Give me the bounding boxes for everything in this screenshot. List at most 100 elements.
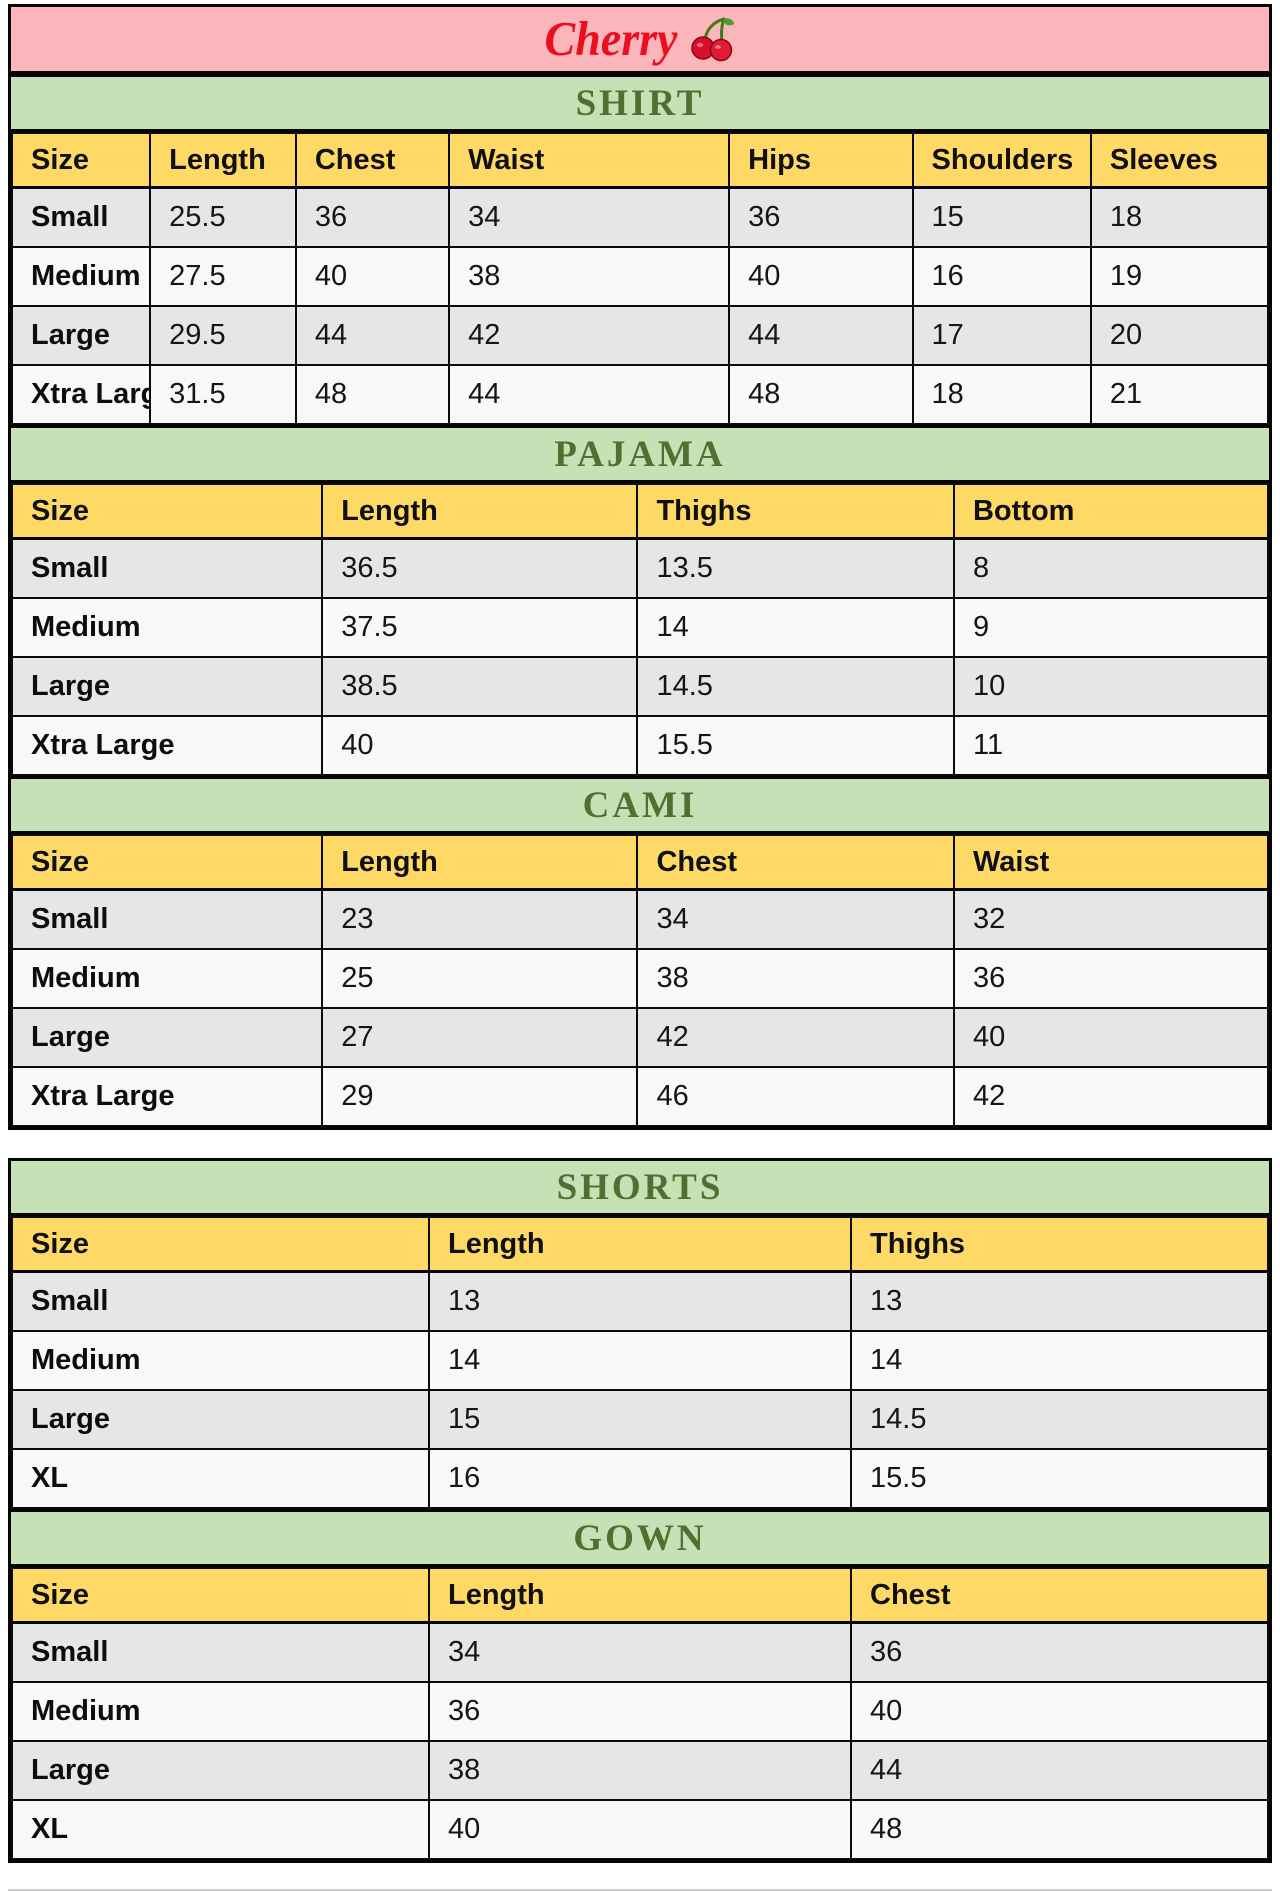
size-table-shirt: Size Length Chest Waist Hips Shoulders Sleeves…	[10, 132, 1270, 425]
value-cell: 44	[448, 364, 731, 425]
header-row: Size Length Chest Waist Hips Shoulders Sleeves	[10, 132, 1270, 189]
size-cell: XL	[11, 1448, 430, 1509]
value-cell: 25	[321, 948, 639, 1009]
column-header: Length	[321, 834, 639, 891]
value-cell: 14	[850, 1330, 1269, 1391]
value-cell: 14.5	[636, 656, 955, 717]
size-cell: Medium	[10, 948, 324, 1009]
value-cell: 27	[321, 1007, 639, 1068]
header-row: Size Length Thighs	[11, 1216, 1269, 1273]
value-cell: 25.5	[149, 186, 297, 248]
value-cell: 16	[911, 246, 1092, 307]
table-row: Medium 25 38 36	[10, 948, 1270, 1009]
column-header: Chest	[294, 132, 451, 189]
value-cell: 48	[728, 364, 914, 425]
size-cell: Large	[11, 1740, 430, 1801]
value-cell: 21	[1089, 364, 1270, 425]
value-cell: 36	[294, 186, 451, 248]
section-title-gown: GOWN	[11, 1512, 1269, 1567]
value-cell: 17	[911, 305, 1092, 366]
section-gown: GOWN Size Length Chest Small 34 36 Medium 36 40 La…	[8, 1509, 1272, 1863]
section-cami: CAMI Size Length Chest Waist Small 23 34 32 Mediu…	[8, 776, 1272, 1130]
size-cell: Small	[11, 1621, 430, 1683]
section-title-pajama: PAJAMA	[11, 428, 1269, 483]
size-cell: Xtra Large	[10, 1066, 324, 1127]
cherry-icon	[691, 17, 735, 62]
section-title-shorts: SHORTS	[11, 1161, 1269, 1216]
column-header: Length	[427, 1567, 853, 1624]
column-header: Chest	[850, 1567, 1269, 1624]
value-cell: 38.5	[321, 656, 639, 717]
column-header: Thighs	[850, 1216, 1269, 1273]
value-cell: 14	[636, 597, 955, 658]
value-cell: 38	[636, 948, 955, 1009]
column-header: Shoulders	[911, 132, 1092, 189]
value-cell: 15.5	[850, 1448, 1269, 1509]
column-header: Size	[11, 1216, 430, 1273]
brand-title: Cherry	[544, 11, 678, 66]
table-row: Small 34 36	[11, 1621, 1269, 1683]
table-row: XL 16 15.5	[11, 1448, 1269, 1509]
size-cell: Medium	[10, 246, 152, 307]
value-cell: 40	[427, 1799, 853, 1860]
value-cell: 13.5	[636, 537, 955, 599]
value-cell: 40	[321, 715, 639, 776]
size-table-gown: Size Length Chest Small 34 36 Medium 36 40 Large 3…	[11, 1567, 1269, 1860]
tables-group-bottom: SHORTS Size Length Thighs Small 13 13 Medium 14 1…	[8, 1158, 1272, 1863]
column-header: Size	[11, 1567, 430, 1624]
value-cell: 18	[1089, 186, 1270, 248]
value-cell: 42	[636, 1007, 955, 1068]
value-cell: 9	[952, 597, 1270, 658]
table-row: Xtra Large 40 15.5 11	[10, 715, 1270, 776]
value-cell: 27.5	[149, 246, 297, 307]
tables-group-top: SHIRT Size Length Chest Waist Hips Shoulders Sl…	[8, 74, 1272, 1130]
size-cell: Medium	[10, 597, 324, 658]
table-row: Xtra Large 29 46 42	[10, 1066, 1270, 1127]
table-row: Small 36.5 13.5 8	[10, 537, 1270, 599]
column-header: Sleeves	[1089, 132, 1270, 189]
size-cell: Medium	[11, 1330, 430, 1391]
section-gap	[8, 1130, 1272, 1158]
value-cell: 40	[728, 246, 914, 307]
column-header: Length	[149, 132, 297, 189]
table-row: Small 13 13	[11, 1270, 1269, 1332]
column-header: Waist	[952, 834, 1270, 891]
size-cell: XL	[11, 1799, 430, 1860]
size-cell: Large	[10, 1007, 324, 1068]
value-cell: 36	[850, 1621, 1269, 1683]
table-row: Large 38 44	[11, 1740, 1269, 1801]
value-cell: 40	[952, 1007, 1270, 1068]
value-cell: 42	[952, 1066, 1270, 1127]
value-cell: 40	[850, 1681, 1269, 1742]
size-cell: Small	[10, 888, 324, 950]
column-header: Size	[10, 834, 324, 891]
value-cell: 44	[728, 305, 914, 366]
column-header: Bottom	[952, 483, 1270, 540]
table-row: Medium 37.5 14 9	[10, 597, 1270, 658]
size-cell: Large	[10, 305, 152, 366]
value-cell: 34	[427, 1621, 853, 1683]
value-cell: 34	[636, 888, 955, 950]
table-row: XL 40 48	[11, 1799, 1269, 1860]
size-cell: Small	[10, 186, 152, 248]
value-cell: 15.5	[636, 715, 955, 776]
value-cell: 44	[850, 1740, 1269, 1801]
section-pajama: PAJAMA Size Length Thighs Bottom Small 36.5 13.…	[8, 425, 1272, 779]
section-shirt: SHIRT Size Length Chest Waist Hips Shoulders Sl…	[8, 74, 1272, 428]
column-header: Size	[10, 483, 324, 540]
value-cell: 48	[294, 364, 451, 425]
section-title-cami: CAMI	[11, 779, 1269, 834]
value-cell: 36	[952, 948, 1270, 1009]
page-bottom-margin	[8, 1863, 1272, 1891]
value-cell: 11	[952, 715, 1270, 776]
value-cell: 14	[427, 1330, 853, 1391]
table-row: Small 23 34 32	[10, 888, 1270, 950]
value-cell: 36	[427, 1681, 853, 1742]
value-cell: 15	[911, 186, 1092, 248]
value-cell: 44	[294, 305, 451, 366]
header-row: Size Length Chest Waist	[10, 834, 1270, 891]
brand-header: Cherry	[8, 4, 1272, 74]
column-header: Length	[321, 483, 639, 540]
